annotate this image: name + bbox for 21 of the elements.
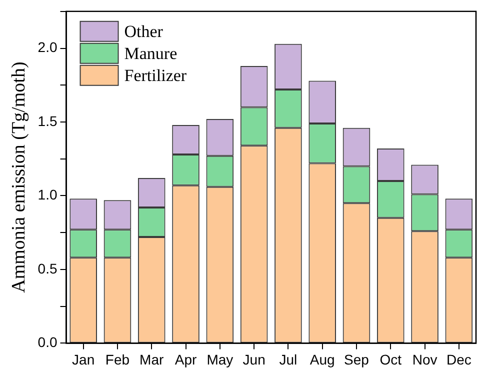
y-axis-title: Ammonia emission (Tg/moth) [8,62,30,293]
x-tick-label: Oct [380,351,402,368]
y-tick-label: 2.0 [38,39,58,56]
x-tick-label: Mar [140,351,164,368]
x-tick-label: Apr [174,351,197,368]
x-tick-label: May [206,351,234,368]
legend-label: Fertilizer [124,66,187,85]
y-tick-label: 1.0 [38,186,58,203]
x-tick-label: Dec [446,351,472,368]
x-tick-label: Feb [105,351,130,368]
x-tick-label: Jan [72,351,95,368]
legend-label: Manure [124,44,178,63]
x-tick-label: Sep [344,351,370,368]
legend-label: Other [124,22,164,41]
x-tick-label: Jul [279,351,298,368]
y-tick-label: 1.5 [38,112,58,129]
y-tick-label: 0.0 [38,334,58,350]
x-tick-label: Nov [412,351,438,368]
y-tick-label: 0.5 [38,260,58,276]
x-tick-label: Jun [242,351,266,368]
x-tick-label: Aug [310,351,335,368]
